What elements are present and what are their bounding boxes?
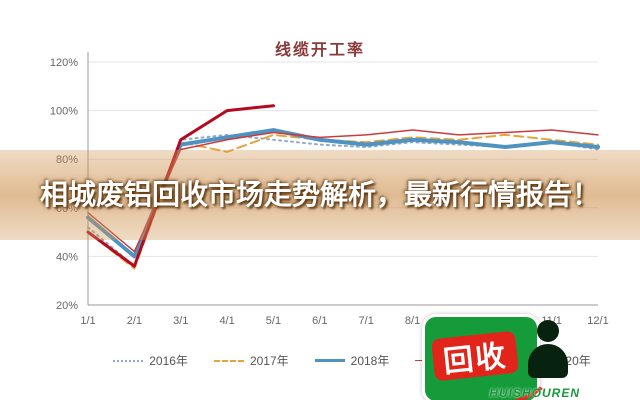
y-axis-tick: 120% (50, 57, 78, 69)
x-axis-tick: 6/1 (312, 315, 327, 327)
series-line-2020年 (86, 104, 275, 268)
x-axis-tick: 5/1 (266, 315, 281, 327)
headline-banner: 相城废铝回收市场走势解析，最新行情报告！ (0, 150, 640, 240)
x-axis-tick: 4/1 (219, 315, 234, 327)
x-axis-tick: 7/1 (359, 315, 374, 327)
x-axis-tick: 8/1 (405, 315, 420, 327)
chart-title: 线缆开工率 (274, 42, 365, 59)
legend-line-sample (314, 359, 345, 362)
x-axis-tick: 1/1 (80, 315, 95, 327)
headline-text: 相城废铝回收市场走势解析，最新行情报告！ (39, 179, 600, 211)
logo-green-square: 回收 (422, 314, 540, 400)
y-axis-tick: 20% (56, 300, 78, 312)
legend-line-sample (213, 359, 244, 362)
person-silhouette-icon (526, 320, 570, 394)
legend-label: 2017年 (249, 354, 289, 368)
y-axis-tick: 40% (56, 251, 78, 263)
x-axis-tick: 3/1 (173, 315, 188, 327)
legend-item: 2016年 (113, 352, 188, 369)
logo-brand-text: HUISHOUREN (489, 386, 580, 400)
legend-item: 2017年 (213, 352, 289, 369)
legend-item: 2018年 (314, 352, 390, 369)
huishouren-logo: 回收 HUISHOUREN (412, 312, 580, 400)
x-axis-tick: 12/1 (587, 315, 608, 327)
legend-line-sample (113, 359, 144, 362)
legend-label: 2018年 (350, 354, 390, 368)
y-axis-tick: 100% (50, 106, 78, 118)
x-axis-tick: 2/1 (127, 315, 142, 327)
legend-label: 2016年 (149, 354, 188, 368)
